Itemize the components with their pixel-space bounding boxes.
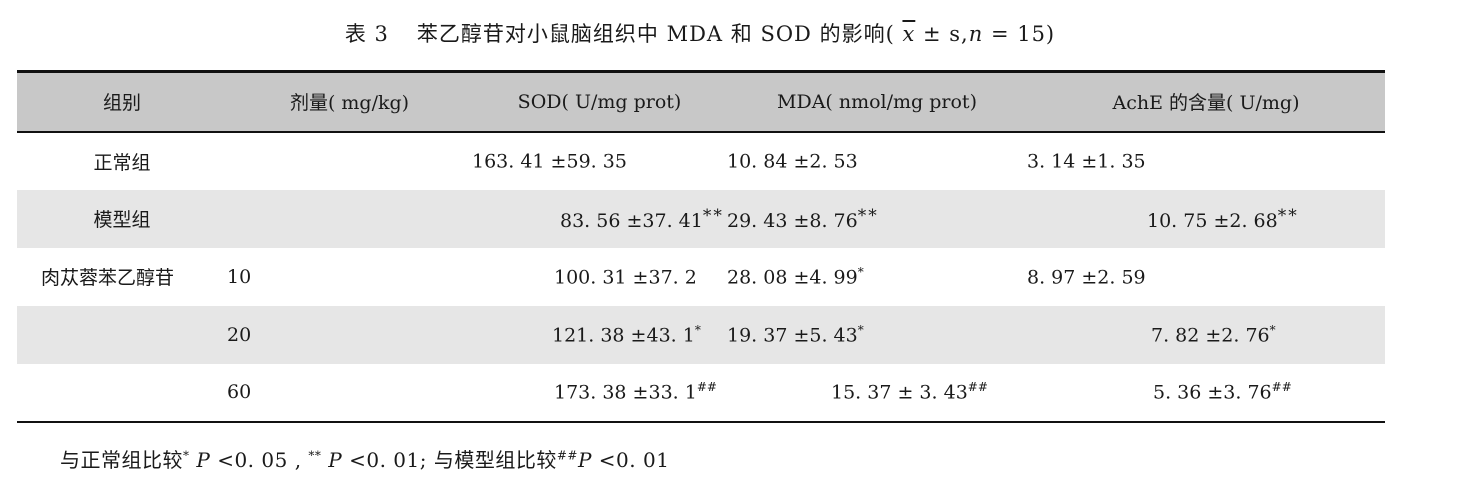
stat-mean-symbol: x [902, 22, 916, 46]
mda-mark: ** [857, 205, 879, 226]
mda-mark: ## [967, 380, 988, 395]
table-row: 60 173. 38 ±33. 1## 15. 37 ± 3. 43## 5. … [17, 363, 1385, 423]
mda-value: 28. 08 ±4. 99 [727, 266, 858, 289]
header-row: 组别 剂量( mg/kg) SOD( U/mg prot) MDA( nmol/… [17, 70, 1385, 133]
sod-value: 173. 38 ±33. 1 [554, 381, 697, 404]
cell-sod: 83. 56 ±37. 41** [472, 190, 727, 248]
cell-mda: 19. 37 ±5. 43* [727, 306, 1027, 364]
cell-dose: 20 [227, 323, 252, 346]
cell-ache: 7. 82 ±2. 76* [1027, 306, 1385, 364]
cell-group [17, 363, 227, 423]
footnote-value-2: <0. 01; 与模型组比较 [349, 448, 557, 472]
ache-value: 10. 75 ±2. 68 [1147, 209, 1278, 232]
footnote-value-3: <0. 01 [598, 448, 670, 472]
cell-mda: 28. 08 ±4. 99* [727, 248, 1027, 306]
sod-value: 83. 56 ±37. 41 [560, 209, 703, 232]
header-ache: AchE 的含量( U/mg) [1027, 70, 1385, 133]
footnote-p-1: P [196, 448, 211, 472]
cell-mda: 29. 43 ±8. 76** [727, 190, 1027, 248]
cell-mda: 15. 37 ± 3. 43## [727, 363, 1027, 423]
cell-group: 模型组 [93, 209, 151, 231]
table-number: 表 3 [344, 22, 389, 46]
footnote-value-1: <0. 05 , [217, 448, 302, 472]
table-title: 苯乙醇苷对小鼠脑组织中 MDA 和 SOD 的影响( [416, 22, 895, 46]
cell-dose [227, 132, 472, 190]
ache-value: 7. 82 ±2. 76 [1151, 324, 1270, 347]
header-dose: 剂量( mg/kg) [227, 70, 472, 133]
sod-value: 121. 38 ±43. 1 [552, 324, 695, 347]
table-caption: 表 3 苯乙醇苷对小鼠脑组织中 MDA 和 SOD 的影响( x ± s,n = … [0, 18, 1400, 48]
stat-n-symbol: n [968, 22, 984, 46]
sod-mark: ** [702, 205, 724, 226]
ache-mark: ** [1277, 205, 1299, 226]
header-group: 组别 [17, 70, 227, 133]
cell-dose [227, 190, 472, 248]
cell-dose: 10 [227, 265, 252, 288]
mda-value: 19. 37 ±5. 43 [727, 324, 858, 347]
results-table: 组别 剂量( mg/kg) SOD( U/mg prot) MDA( nmol/… [17, 70, 1385, 423]
sod-value: 100. 31 ±37. 2 [554, 266, 697, 289]
footnote-mark-1: * [183, 448, 190, 463]
cell-group [17, 306, 227, 364]
mda-value: 15. 37 ± 3. 43 [831, 381, 968, 404]
footnote-p-3: P [577, 448, 592, 472]
footnote-mark-3: ## [556, 448, 578, 463]
table-row: 肉苁蓉苯乙醇苷 10 100. 31 ±37. 2 28. 08 ±4. 99*… [17, 248, 1385, 306]
mda-mark: * [857, 322, 864, 337]
mda-value: 29. 43 ±8. 76 [727, 209, 858, 232]
cell-sod: 121. 38 ±43. 1* [472, 306, 727, 364]
footnote-text-1: 与正常组比较 [60, 448, 183, 472]
cell-sod: 163. 41 ±59. 35 [472, 132, 727, 190]
cell-ache: 8. 97 ±2. 59 [1027, 248, 1385, 306]
ache-value: 5. 36 ±3. 76 [1153, 381, 1272, 404]
ache-mark: * [1269, 322, 1276, 337]
table-footnote: 与正常组比较* P <0. 05 , ** P <0. 01; 与模型组比较##… [60, 444, 669, 473]
footnote-p-2: P [328, 448, 343, 472]
cell-group: 肉苁蓉苯乙醇苷 [41, 267, 175, 289]
ache-mark: ## [1271, 380, 1292, 395]
ache-value: 8. 97 ±2. 59 [1027, 266, 1146, 289]
cell-dose: 60 [227, 363, 472, 423]
table-header: 组别 剂量( mg/kg) SOD( U/mg prot) MDA( nmol/… [17, 70, 1385, 133]
header-sod: SOD( U/mg prot) [472, 70, 727, 133]
sod-value: 163. 41 ±59. 35 [472, 150, 627, 173]
table-body: 正常组 163. 41 ±59. 35 10. 84 ±2. 53 3. 14 … [17, 132, 1385, 423]
cell-ache: 3. 14 ±1. 35 [1027, 132, 1385, 190]
cell-group: 正常组 [93, 151, 151, 174]
header-mda: MDA( nmol/mg prot) [727, 70, 1027, 133]
table-row: 模型组 83. 56 ±37. 41** 29. 43 ±8. 76** 10.… [17, 189, 1385, 248]
footnote-mark-2: ** [308, 448, 322, 463]
stat-n-value: = 15) [990, 22, 1056, 46]
sod-mark: * [694, 322, 701, 337]
cell-sod: 100. 31 ±37. 2 [472, 248, 727, 306]
sod-mark: ## [696, 380, 717, 395]
table-row: 20 121. 38 ±43. 1* 19. 37 ±5. 43* 7. 82 … [17, 305, 1385, 364]
mda-mark: * [857, 264, 864, 279]
cell-ache: 10. 75 ±2. 68** [1027, 190, 1385, 248]
stat-sd-symbol: ± s, [922, 22, 969, 46]
mda-value: 10. 84 ±2. 53 [727, 150, 858, 173]
ache-value: 3. 14 ±1. 35 [1027, 150, 1146, 173]
cell-mda: 10. 84 ±2. 53 [727, 132, 1027, 190]
table-row: 正常组 163. 41 ±59. 35 10. 84 ±2. 53 3. 14 … [17, 132, 1385, 190]
cell-ache: 5. 36 ±3. 76## [1027, 363, 1385, 423]
cell-sod: 173. 38 ±33. 1## [472, 363, 727, 423]
